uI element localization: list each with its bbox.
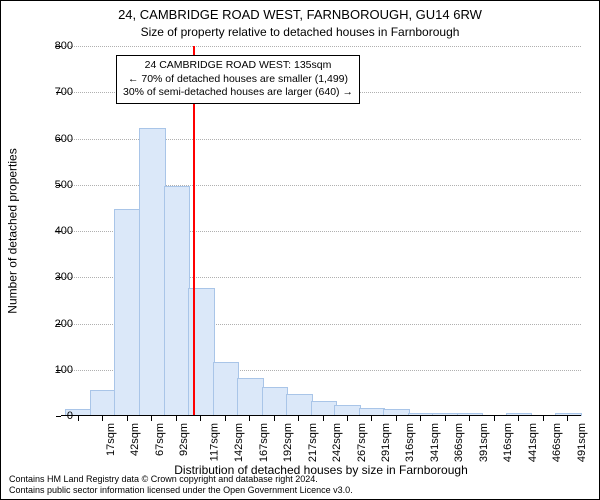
y-tick-label: 700 <box>33 86 73 98</box>
histogram-bar <box>311 401 338 416</box>
x-tick-mark <box>200 416 201 421</box>
x-tick-label: 167sqm <box>258 423 270 462</box>
x-tick-mark <box>518 416 519 421</box>
y-tick-label: 500 <box>33 179 73 191</box>
x-tick-label: 341sqm <box>429 423 441 462</box>
chart-main-title: 24, CAMBRIDGE ROAD WEST, FARNBOROUGH, GU… <box>1 7 599 22</box>
x-tick-label: 217sqm <box>307 423 319 462</box>
x-tick-label: 92sqm <box>178 423 190 456</box>
x-tick-mark <box>102 416 103 421</box>
histogram-bar <box>188 288 215 416</box>
x-tick-mark <box>371 416 372 421</box>
x-tick-label: 441sqm <box>527 423 539 462</box>
histogram-bar <box>286 394 313 416</box>
x-tick-label: 117sqm <box>208 423 220 461</box>
annotation-box: 24 CAMBRIDGE ROAD WEST: 135sqm ← 70% of … <box>116 55 360 104</box>
chart-container: 24, CAMBRIDGE ROAD WEST, FARNBOROUGH, GU… <box>0 0 600 500</box>
y-tick-label: 600 <box>33 133 73 145</box>
histogram-bar <box>139 128 166 416</box>
x-tick-label: 316sqm <box>404 423 416 462</box>
x-tick-label: 267sqm <box>356 423 368 462</box>
x-tick-label: 366sqm <box>453 423 465 462</box>
x-tick-mark <box>494 416 495 421</box>
annotation-line-3: 30% of semi-detached houses are larger (… <box>123 86 353 100</box>
y-tick-label: 800 <box>33 40 73 52</box>
histogram-bar <box>213 362 240 416</box>
y-axis-label: Number of detached properties <box>5 46 21 416</box>
footer-attribution: Contains HM Land Registry data © Crown c… <box>9 474 353 497</box>
x-tick-mark <box>445 416 446 421</box>
x-tick-mark <box>396 416 397 421</box>
x-tick-label: 466sqm <box>551 423 563 462</box>
x-tick-mark <box>469 416 470 421</box>
y-tick-label: 200 <box>33 318 73 330</box>
x-tick-mark <box>543 416 544 421</box>
x-tick-mark <box>567 416 568 421</box>
x-tick-label: 67sqm <box>154 423 166 456</box>
x-tick-mark <box>420 416 421 421</box>
x-tick-mark <box>151 416 152 421</box>
histogram-bar <box>237 378 264 416</box>
x-tick-label: 42sqm <box>129 423 141 456</box>
x-tick-label: 192sqm <box>283 423 295 462</box>
x-tick-label: 491sqm <box>576 423 588 462</box>
y-tick-label: 300 <box>33 271 73 283</box>
gridline <box>61 46 581 47</box>
histogram-bar <box>90 390 117 416</box>
y-tick-label: 0 <box>33 410 73 422</box>
plot-area: 24 CAMBRIDGE ROAD WEST: 135sqm ← 70% of … <box>61 46 581 416</box>
annotation-line-2: ← 70% of detached houses are smaller (1,… <box>123 73 353 87</box>
x-tick-label: 142sqm <box>233 423 245 462</box>
histogram-bar <box>114 209 141 416</box>
histogram-bar <box>164 186 191 416</box>
y-axis-label-text: Number of detached properties <box>6 148 20 313</box>
x-tick-label: 242sqm <box>332 423 344 462</box>
footer-line-1: Contains HM Land Registry data © Crown c… <box>9 474 353 485</box>
annotation-line-1: 24 CAMBRIDGE ROAD WEST: 135sqm <box>123 59 353 73</box>
x-tick-mark <box>225 416 226 421</box>
x-tick-label: 416sqm <box>502 423 514 462</box>
x-tick-label: 17sqm <box>105 423 117 456</box>
chart-sub-title: Size of property relative to detached ho… <box>1 25 599 39</box>
histogram-bar <box>262 387 289 416</box>
x-tick-label: 391sqm <box>478 423 490 462</box>
footer-line-2: Contains public sector information licen… <box>9 485 353 496</box>
x-tick-mark <box>249 416 250 421</box>
x-tick-label: 291sqm <box>380 423 392 462</box>
x-tick-mark <box>323 416 324 421</box>
x-tick-mark <box>78 416 79 421</box>
x-tick-mark <box>347 416 348 421</box>
x-tick-mark <box>127 416 128 421</box>
x-axis-baseline <box>61 415 581 416</box>
x-tick-mark <box>298 416 299 421</box>
y-tick-label: 400 <box>33 225 73 237</box>
x-tick-mark <box>274 416 275 421</box>
y-tick-label: 100 <box>33 364 73 376</box>
x-tick-mark <box>176 416 177 421</box>
